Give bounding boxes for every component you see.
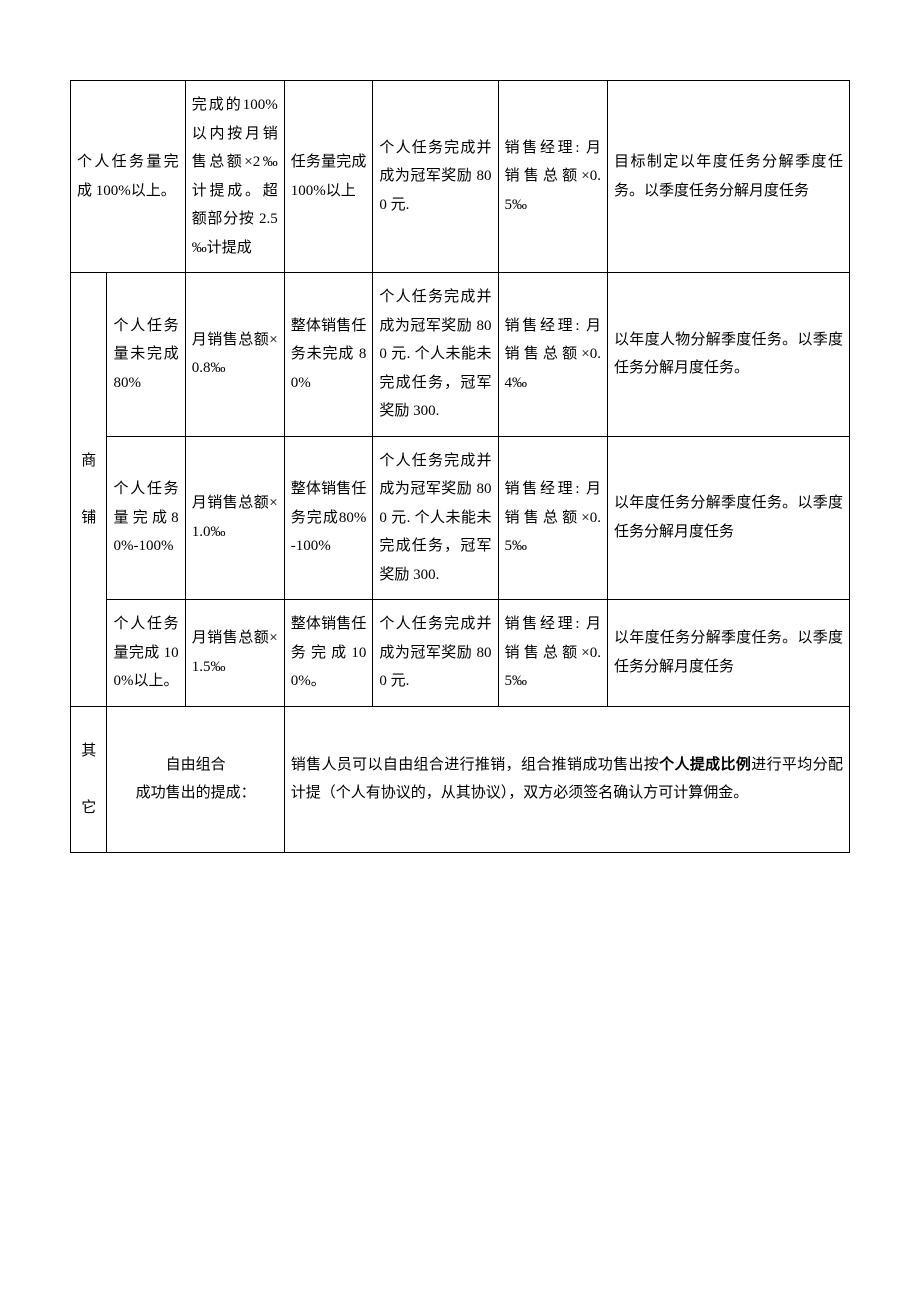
cell-commission-rate: 月销售总额×0.8‰ [185,273,284,437]
cell-commission-rate: 完成的100%以内按月销售总额×2‰计提成。超额部分按 2.5 ‰计提成 [185,81,284,273]
cell-manager-rate: 销售经理: 月销售总额×0.4‰ [498,273,607,437]
cell-manager-rate: 销售经理: 月销售总额×0.5‰ [498,600,607,707]
category-other: 其 它 [71,706,107,853]
cell-task-80to100: 个人任务量完成80%-100% [107,436,185,600]
cell-free-combo-label: 自由组合 成功售出的提成： [107,706,284,853]
cell-overall-under80: 整体销售任务未完成 80% [284,273,373,437]
table-row: 个人任务量完成 100%以上。 完成的100%以内按月销售总额×2‰计提成。超额… [71,81,850,273]
table-row-other: 其 它 自由组合 成功售出的提成： 销售人员可以自由组合进行推销，组合推销成功售… [71,706,850,853]
cell-free-combo-rule: 销售人员可以自由组合进行推销，组合推销成功售出按个人提成比例进行平均分配计提（个… [284,706,849,853]
category-shop: 商 铺 [71,273,107,707]
table-row: 个人任务量完成 100%以上。 月销售总额×1.5‰ 整体销售任务完成100%。… [71,600,850,707]
cell-manager-rate: 销售经理: 月销售总额×0.5‰ [498,436,607,600]
cell-goal-breakdown: 以年度人物分解季度任务。以季度任务分解月度任务。 [608,273,850,437]
cell-goal-breakdown: 以年度任务分解季度任务。以季度任务分解月度任务 [608,436,850,600]
cell-task-volume: 任务量完成 100%以上 [284,81,373,273]
table-row: 个人任务量完成80%-100% 月销售总额×1.0‰ 整体销售任务完成80%-1… [71,436,850,600]
category-other-char2: 它 [77,794,100,823]
cell-goal-breakdown: 目标制定以年度任务分解季度任务。以季度任务分解月度任务 [608,81,850,273]
cell-task-100plus: 个人任务量完成 100%以上。 [107,600,185,707]
cell-task-100plus: 个人任务量完成 100%以上。 [71,81,186,273]
category-other-char1: 其 [77,737,100,766]
cell-commission-rate: 月销售总额×1.5‰ [185,600,284,707]
cell-overall-100: 整体销售任务完成100%。 [284,600,373,707]
cell-overall-80to100: 整体销售任务完成80%-100% [284,436,373,600]
category-shop-char1: 商 [77,447,100,476]
cell-manager-rate: 销售经理: 月销售总额×0.5‰ [498,81,607,273]
cell-champion-award: 个人任务完成并成为冠军奖励 800 元. 个人未能未完成任务，冠军奖励 300. [373,273,498,437]
free-combo-text-a: 销售人员可以自由组合进行推销，组合推销成功售出按 [291,757,659,773]
category-shop-char2: 铺 [77,504,100,533]
cell-task-under80: 个人任务量未完成80% [107,273,185,437]
cell-champion-award: 个人任务完成并成为冠军奖励 800 元. [373,81,498,273]
cell-goal-breakdown: 以年度任务分解季度任务。以季度任务分解月度任务 [608,600,850,707]
free-combo-bold: 个人提成比例 [659,757,751,773]
cell-champion-award: 个人任务完成并成为冠军奖励 800 元. 个人未能未完成任务，冠军奖励 300. [373,436,498,600]
cell-champion-award: 个人任务完成并成为冠军奖励 800 元. [373,600,498,707]
cell-commission-rate: 月销售总额×1.0‰ [185,436,284,600]
commission-table: 个人任务量完成 100%以上。 完成的100%以内按月销售总额×2‰计提成。超额… [70,80,850,853]
table-row: 商 铺 个人任务量未完成80% 月销售总额×0.8‰ 整体销售任务未完成 80%… [71,273,850,437]
